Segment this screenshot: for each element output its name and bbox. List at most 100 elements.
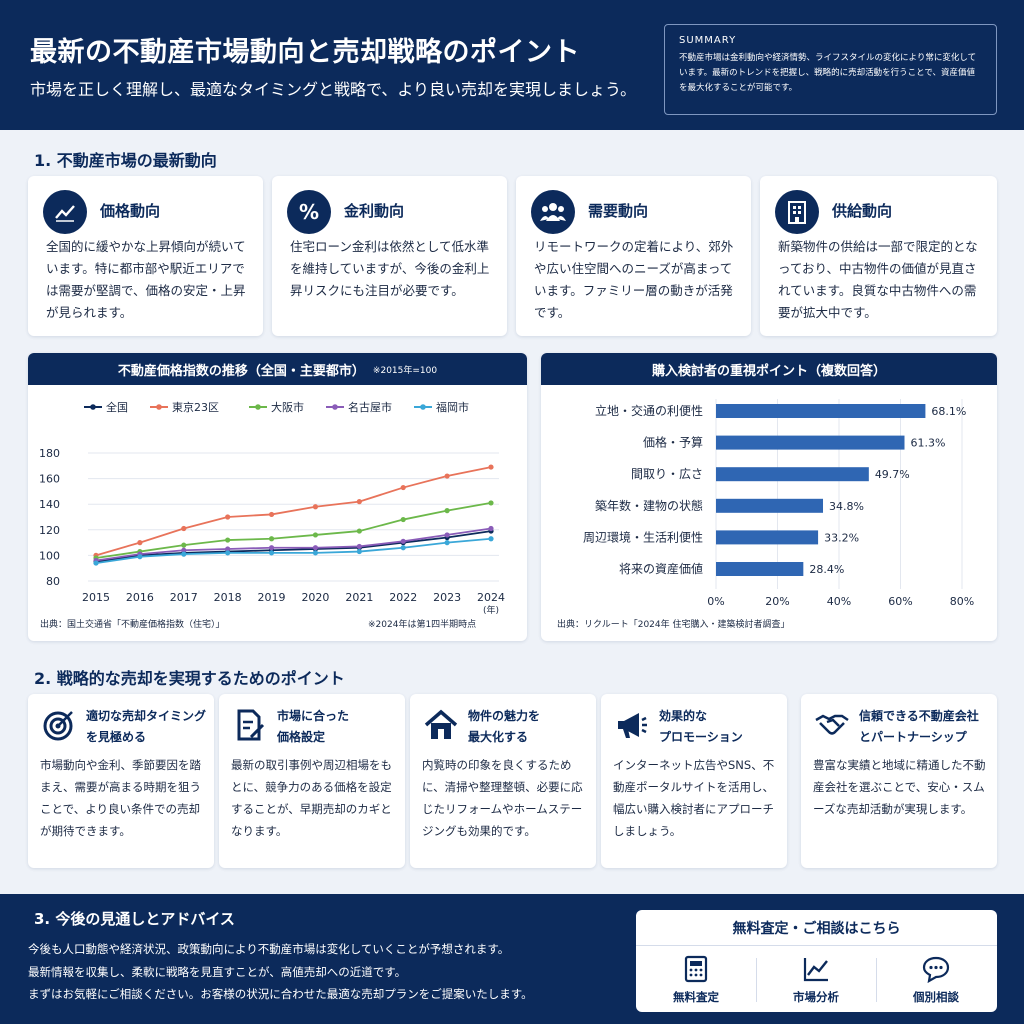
data-point [137,540,143,546]
house-icon [424,709,458,739]
x-tick-label: 2019 [258,591,286,604]
legend-label: 大阪市 [271,400,304,414]
y-tick-label: 180 [39,447,60,460]
point-text: 市場動向や金利、季節要因を踏まえ、需要が高まる時期を狙うことで、より良い条件での… [40,758,201,838]
buyer-priority-source: 出典：リクルート「2024年 住宅購入・建築検討者調査」 [557,620,790,630]
data-point [356,528,362,534]
outlook-line: 最新情報を収集し、柔軟に戦略を見直すことが、高値売却への近道です。 [28,964,407,979]
x-tick-label: 60% [888,595,912,608]
trend-card-supply: 供給動向 新築物件の供給は一部で限定的となっており、中古物件の価値が見直されてい… [760,176,997,336]
buyer-priority-panel: 購入検討者の重視ポイント（複数回答） 0% 20% 40% 60% 80% 立地・交通の利… [541,353,997,641]
legend-marker [90,404,96,410]
data-point [488,525,494,532]
point-card-pricing: 市場に合った 価格設定 最新の取引事例や周辺相場をもとに、競争力のある価格を設定… [219,694,405,868]
legend-marker [255,404,261,410]
trend-up-icon [43,190,87,234]
data-point [312,504,319,510]
series-line [95,537,492,564]
y-tick-label: 140 [39,498,60,511]
bar [716,498,824,513]
free-assessment-label: 無料査定 [673,990,719,1004]
data-point [444,540,450,546]
series-line [95,466,492,557]
point-card-appeal: 物件の魅力を 最大化する 内覧時の印象を良くするために、清掃や整理整頓、必要に応… [410,694,596,868]
trend-card-title: 供給動向 [832,202,893,220]
x-tick-label: 2015 [82,591,110,604]
x-tick-label: 2016 [126,591,154,604]
page-subtitle: 市場を正しく理解し、最適なタイミングと戦略で、より良い売却を実現しましょう。 [30,80,637,99]
trend-card-text: 新築物件の供給は一部で限定的となっており、中古物件の価値が見直されています。良質… [778,239,978,320]
data-point [356,499,362,505]
series-line [95,530,492,563]
point-card-promotion: 効果的な プロモーション インターネット広告やSNS、不動産ポータルサイトを活用… [601,694,787,868]
bar [716,530,819,545]
data-point [225,537,231,543]
trend-card-title: 需要動向 [588,202,649,220]
point-title: 効果的な プロモーション [659,709,743,744]
point-card-timing: 適切な売却タイミング を見極める 市場動向や金利、季節要因を踏まえ、需要が高まる… [28,694,214,868]
trend-card-interest: % 金利動向 住宅ローン金利は依然として低水準を維持していますが、今後の金利上昇… [272,176,507,336]
trend-card-title: 価格動向 [100,202,161,220]
data-point [181,547,187,553]
chat-icon [922,956,950,983]
data-point [268,511,275,518]
point-title: 適切な売却タイミング を見極める [86,709,207,744]
bar-value-label: 33.2% [824,531,859,544]
consultation-button[interactable]: 個別相談 [876,948,996,1012]
free-assessment-button[interactable]: 無料査定 [636,948,756,1012]
data-point [356,543,362,550]
series-line [95,502,492,559]
data-point [444,473,450,479]
data-point [488,500,494,506]
outlook-text: 今後も人口動態や経済状況、政策動向により不動産市場は変化していくことが予想されま… [28,938,533,1006]
market-analysis-button[interactable]: 市場分析 [756,948,876,1012]
series-line [95,527,492,562]
section1-title: 1. 不動産市場の最新動向 [34,151,217,170]
data-point [137,554,143,560]
bar-value-label: 68.1% [931,405,966,418]
contact-box: 無料査定・ご相談はこちら 無料査定 市場分析 個別相談 [636,910,997,1012]
legend-marker [332,404,338,410]
data-point [356,548,362,555]
data-point [312,545,319,551]
legend-marker [420,404,426,410]
price-index-source: 出典：国土交通省「不動産価格指数（住宅）」 [40,620,225,630]
bar [716,467,869,482]
y-tick-label: 80 [46,575,60,588]
data-point [400,516,406,523]
category-label: 将来の資産価値 [619,561,703,576]
market-analysis-label: 市場分析 [793,990,839,1004]
bar [716,404,926,418]
people-icon [531,190,575,234]
x-tick-label: 20% [765,595,789,608]
point-title: 物件の魅力を 最大化する [468,709,541,744]
trend-card-text: 住宅ローン金利は依然として低水準を維持していますが、今後の金利上昇リスクにも注目… [290,239,490,298]
data-point [444,532,450,538]
category-label: 周辺環境・生活利便性 [583,529,703,544]
trend-card-text: リモートワークの定着により、郊外や広い住空間へのニーズが高まっています。ファミリ… [534,239,734,320]
price-index-chart: 80 100 120 140 160 180 2015 2016 2017 2018 2019 202… [39,400,505,616]
building-icon [775,190,819,234]
category-label: 価格・予算 [643,435,703,450]
x-tick-label: 2020 [301,591,329,604]
legend-label: 全国 [106,400,128,414]
x-tick-label: 80% [950,595,974,608]
data-point [181,551,187,557]
page-title: 最新の不動産市場動向と売却戦略のポイント [30,37,580,68]
category-label: 立地・交通の利便性 [595,403,703,418]
target-icon [43,711,73,741]
calculator-icon [684,955,708,983]
legend-label: 名古屋市 [348,400,392,414]
divider [756,958,757,1002]
x-tick-label: 2017 [170,591,198,604]
data-point [488,464,494,470]
x-tick-label: 2021 [345,591,373,604]
trend-card-text: 全国的に緩やかな上昇傾向が続いています。特に都市部や駅近エリアでは需要が堅調で、… [46,239,246,320]
chart-icon [803,958,828,982]
price-index-title: 不動産価格指数の推移（全国・主要都市） [117,363,365,379]
point-title: 市場に合った 価格設定 [277,709,350,744]
buyer-priority-title: 購入検討者の重視ポイント（複数回答） [651,363,886,379]
data-point [444,508,450,514]
x-unit-label: (年) [483,604,499,616]
summary-text: 不動産市場は金利動向や経済情勢、ライフスタイルの変化により常に変化しています。最… [679,53,977,93]
